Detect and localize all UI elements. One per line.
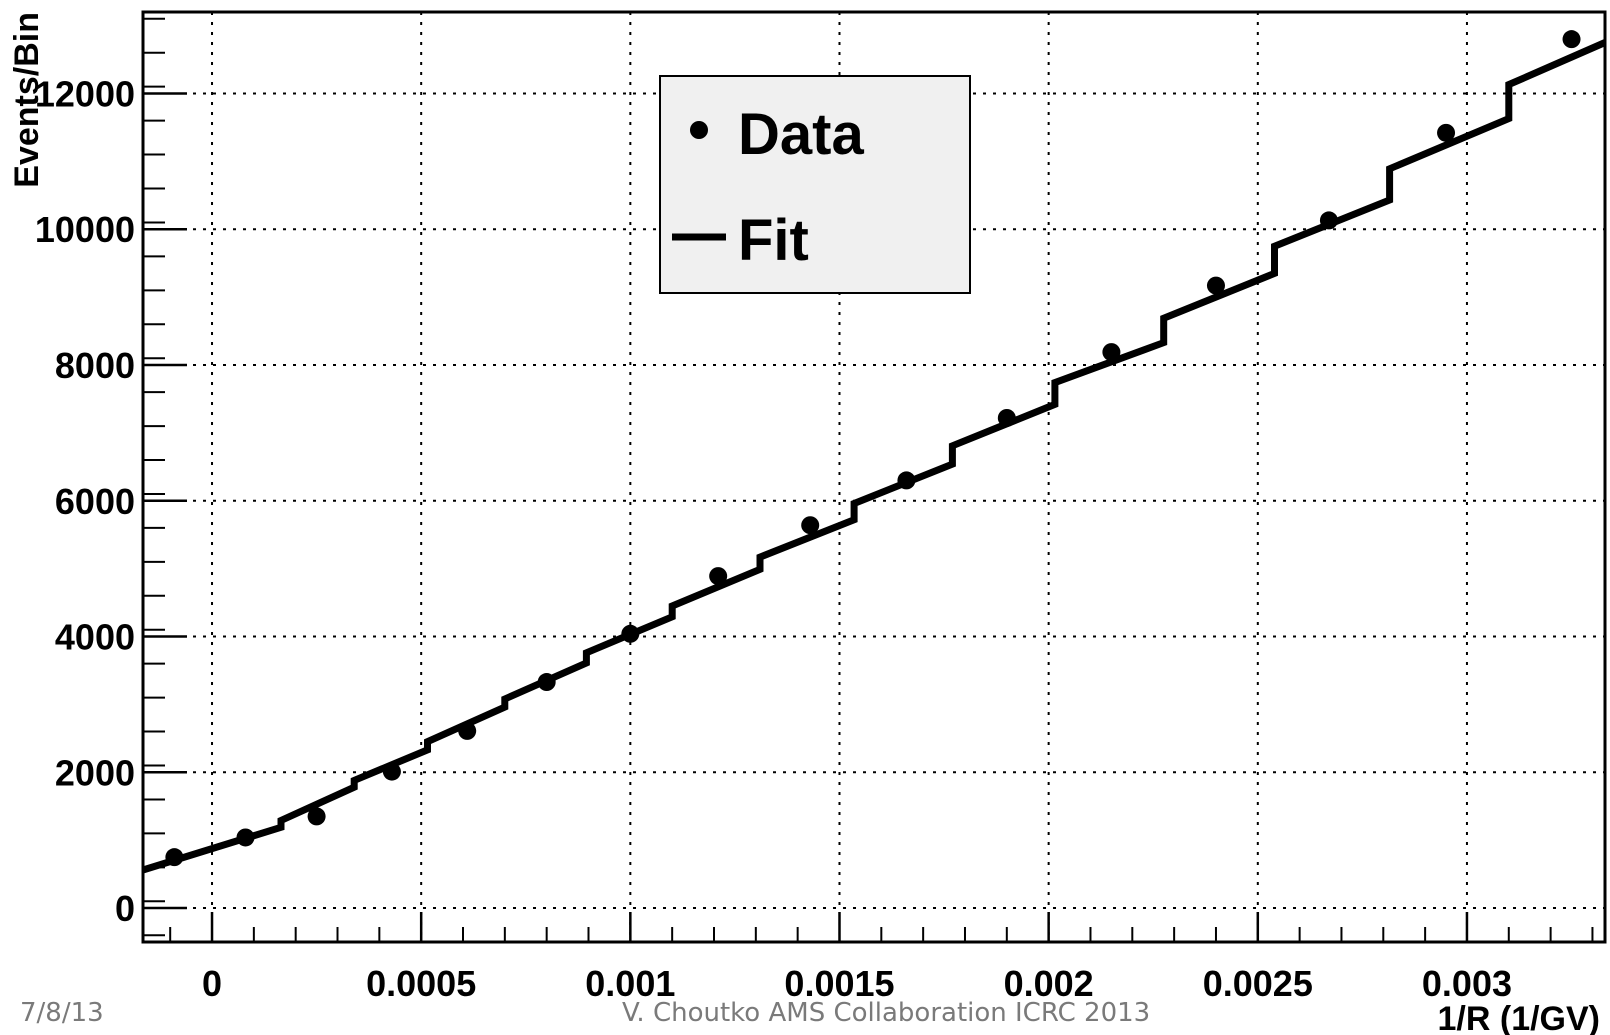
x-tick-label: 0.0015 (784, 963, 894, 1004)
data-point (537, 673, 556, 692)
y-tick-label: 12000 (35, 73, 135, 114)
data-point (997, 408, 1016, 427)
data-point (1102, 343, 1121, 362)
footer-date: 7/8/13 (20, 998, 104, 1028)
data-point (236, 828, 255, 847)
y-tick-label: 4000 (55, 617, 135, 658)
data-point (307, 807, 326, 826)
x-tick-label: 0.001 (585, 963, 675, 1004)
data-point (621, 624, 640, 643)
y-tick-label: 0 (115, 888, 135, 929)
data-point (382, 762, 401, 781)
legend-box (659, 75, 971, 294)
x-tick-labels: 0 0.0005 0.001 0.0015 0.002 0.0025 0.003 (202, 963, 1512, 1004)
data-point (709, 567, 728, 586)
legend-data-marker (690, 121, 708, 139)
x-tick-label: 0.0005 (366, 963, 476, 1004)
y-tick-label: 8000 (55, 345, 135, 386)
legend-data-label: Data (738, 102, 864, 167)
data-point (1562, 30, 1581, 49)
data-point (1319, 211, 1338, 230)
data-point (1437, 123, 1456, 142)
data-point (165, 848, 184, 867)
legend: Data Fit (659, 75, 971, 294)
legend-fit-label: Fit (738, 208, 809, 273)
x-tick-label: 0.002 (1004, 963, 1094, 1004)
axis-ticks (143, 17, 1594, 942)
y-tick-label: 2000 (55, 752, 135, 793)
x-axis-title: 1/R (1/GV) (1438, 1000, 1600, 1035)
data-point (458, 721, 477, 740)
x-tick-label: 0 (202, 963, 222, 1004)
x-tick-label: 0.0025 (1203, 963, 1313, 1004)
plot-frame (141, 10, 1607, 944)
x-tick-label: 0.003 (1422, 963, 1512, 1004)
y-tick-label: 10000 (35, 209, 135, 250)
fit-line (141, 39, 1607, 874)
footer-credit: V. Choutko AMS Collaboration ICRC 2013 (622, 998, 1151, 1028)
y-tick-labels: 0 2000 4000 6000 8000 10000 12000 (35, 73, 135, 929)
y-axis-title: Events/Bin (8, 12, 46, 188)
fit-series-line (141, 39, 1607, 874)
data-point (801, 516, 820, 535)
data-point (1206, 276, 1225, 295)
data-points (165, 30, 1581, 867)
y-tick-label: 6000 (55, 481, 135, 522)
data-point (897, 471, 916, 490)
